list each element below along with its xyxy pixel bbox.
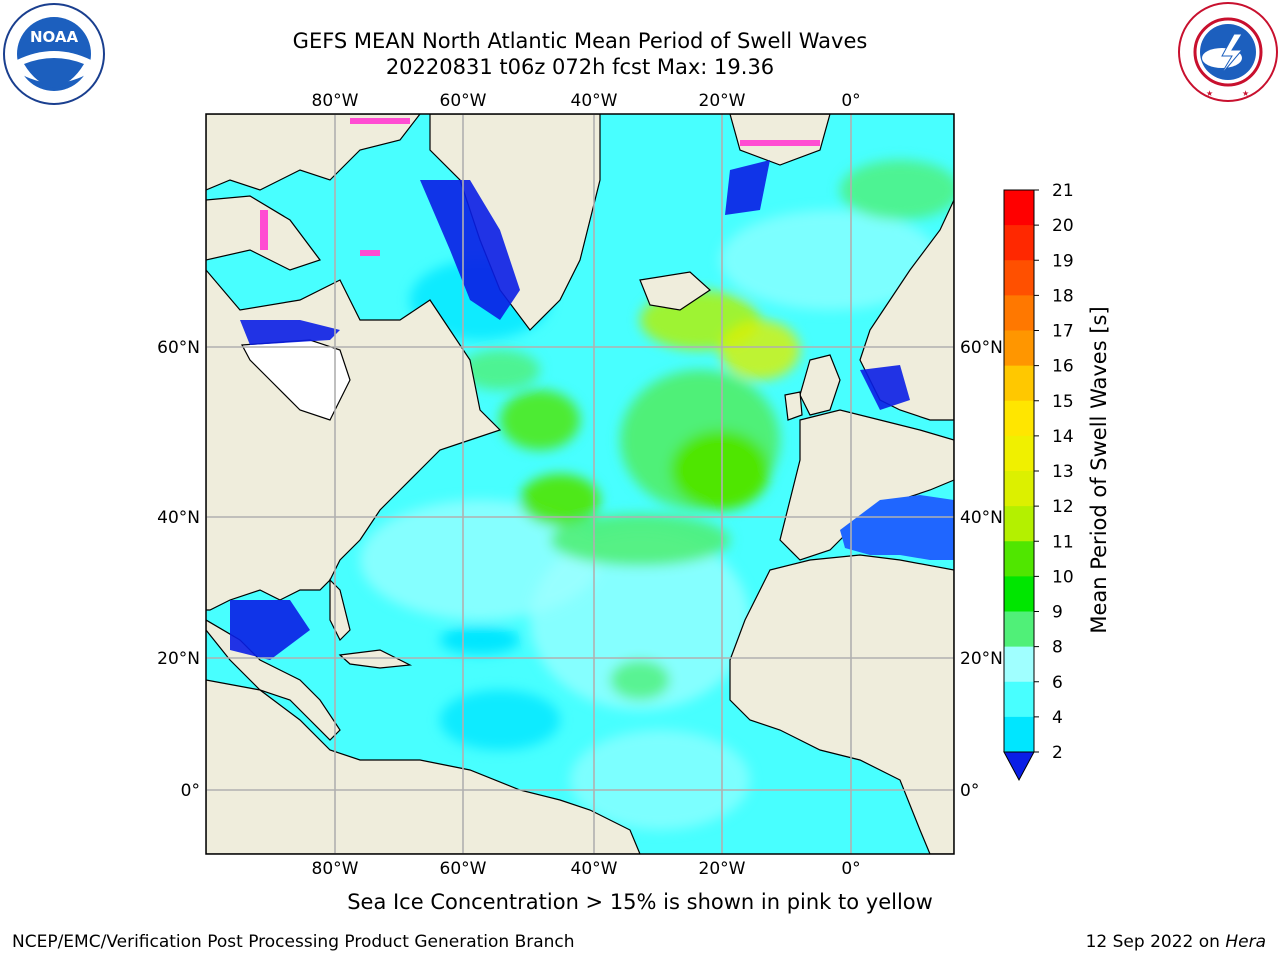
lat-tick-label: 20°N [157, 649, 200, 669]
colorbar-segment [1004, 260, 1034, 296]
colorbar-tick-label: 13 [1052, 462, 1074, 482]
arctic-islands [206, 114, 421, 191]
map-area: .land{fill:#efeddc;} [206, 114, 954, 854]
lat-tick-label: 40°N [157, 508, 200, 528]
nws-logo: ★ ★ [1178, 2, 1278, 102]
noaa-logo-text: NOAA [30, 28, 79, 46]
chart-subtitle: 20220831 t06z 072h fcst Max: 19.36 [385, 55, 775, 79]
colorbar-tick-label: 4 [1052, 708, 1063, 728]
lat-tick-label: 60°N [960, 338, 1003, 358]
scandinavia [859, 114, 954, 421]
graticule [206, 114, 954, 854]
colorbar-segment [1004, 681, 1034, 718]
lat-tick-label: 0° [960, 781, 979, 801]
colorbar-segment [1004, 646, 1034, 683]
colorbar-segment [1004, 295, 1034, 331]
colorbar-tick-label: 8 [1052, 638, 1063, 658]
colorbar-segment [1004, 611, 1034, 648]
lon-tick-label: 40°W [571, 859, 618, 879]
colorbar-extend-triangle [1003, 751, 1035, 782]
ireland [784, 391, 803, 421]
lon-tick-label: 0° [841, 91, 860, 111]
colorbar-segment [1004, 435, 1034, 472]
footer-host: Hera [1225, 932, 1266, 952]
colorbar-tick-label: 20 [1052, 216, 1074, 236]
colorbar-segment [1004, 541, 1034, 577]
greenland [429, 114, 601, 331]
lat-tick-label: 60°N [157, 338, 200, 358]
south-america [206, 679, 641, 854]
colorbar-segment [1004, 365, 1034, 402]
mediterranean-sea [840, 495, 954, 560]
colorbar-segment [1004, 190, 1034, 226]
colorbar-tick-label: 11 [1052, 532, 1074, 552]
swell-period-field [360, 160, 954, 830]
svg-text:★: ★ [1242, 89, 1249, 98]
lat-tick-label: 20°N [960, 649, 1003, 669]
colorbar-tick-label: 19 [1052, 251, 1074, 271]
lat-ticks-left: 60°N 40°N 20°N 0° [157, 338, 200, 801]
sea-ice-note: Sea Ice Concentration > 15% is shown in … [347, 890, 933, 914]
land [206, 114, 954, 854]
lon-tick-label: 80°W [312, 91, 359, 111]
sea-ice [260, 118, 820, 256]
lon-tick-label: 60°W [440, 91, 487, 111]
map-frame [205, 113, 955, 855]
cuba [338, 649, 413, 669]
hudson-bay [241, 339, 351, 421]
lon-tick-label: 0° [841, 859, 860, 879]
lon-tick-label: 60°W [440, 859, 487, 879]
lon-tick-label: 40°W [571, 91, 618, 111]
colorbar-segment [1004, 576, 1034, 612]
lon-tick-label: 20°W [699, 859, 746, 879]
colorbar-segment [1004, 716, 1034, 753]
colorbar-segment [1004, 330, 1034, 367]
lon-tick-label: 20°W [699, 91, 746, 111]
colorbar-tick-label: 2 [1052, 743, 1063, 763]
lat-tick-label: 40°N [960, 508, 1003, 528]
noaa-logo: NOAA [3, 3, 105, 105]
chart-title: GEFS MEAN North Atlantic Mean Period of … [292, 29, 868, 53]
colorbar-segment [1004, 400, 1034, 437]
colorbar-tick-label: 6 [1052, 673, 1063, 693]
colorbar: 2 4 6 8 9 10 11 12 13 14 15 16 17 18 19 20 21 [1003, 181, 1074, 782]
colorbar-label: Mean Period of Swell Waves [s] [1087, 306, 1111, 633]
lat-ticks-right: 60°N 40°N 20°N 0° [960, 338, 1003, 801]
footer-date: 12 Sep 2022 on Hera [1086, 932, 1266, 952]
colorbar-segment [1004, 471, 1034, 507]
lon-ticks-top: 80°W 60°W 40°W 20°W 0° [312, 91, 861, 111]
africa [729, 554, 954, 854]
colorbar-tick-label: 9 [1052, 603, 1063, 623]
svalbard [729, 114, 831, 166]
footer-date-text: 12 Sep 2022 on [1085, 932, 1220, 952]
colorbar-tick-label: 15 [1052, 392, 1074, 412]
iceland [639, 271, 711, 311]
colorbar-tick-label: 18 [1052, 286, 1074, 306]
lon-ticks-bottom: 80°W 60°W 40°W 20°W 0° [312, 859, 861, 879]
lon-tick-label: 80°W [312, 859, 359, 879]
colorbar-segment [1004, 225, 1034, 261]
colorbar-tick-label: 10 [1052, 567, 1074, 587]
footer-credit: NCEP/EMC/Verification Post Processing Pr… [12, 932, 575, 952]
colorbar-tick-label: 12 [1052, 497, 1074, 517]
short-period-zones [230, 160, 910, 660]
svg-text:★: ★ [1206, 89, 1213, 98]
colorbar-tick-label: 16 [1052, 357, 1074, 377]
colorbar-tick-label: 17 [1052, 322, 1074, 342]
lat-tick-label: 0° [181, 781, 200, 801]
colorbar-tick-label: 14 [1052, 427, 1074, 447]
colorbar-segment [1004, 506, 1034, 542]
colorbar-tick-label: 21 [1052, 181, 1074, 201]
